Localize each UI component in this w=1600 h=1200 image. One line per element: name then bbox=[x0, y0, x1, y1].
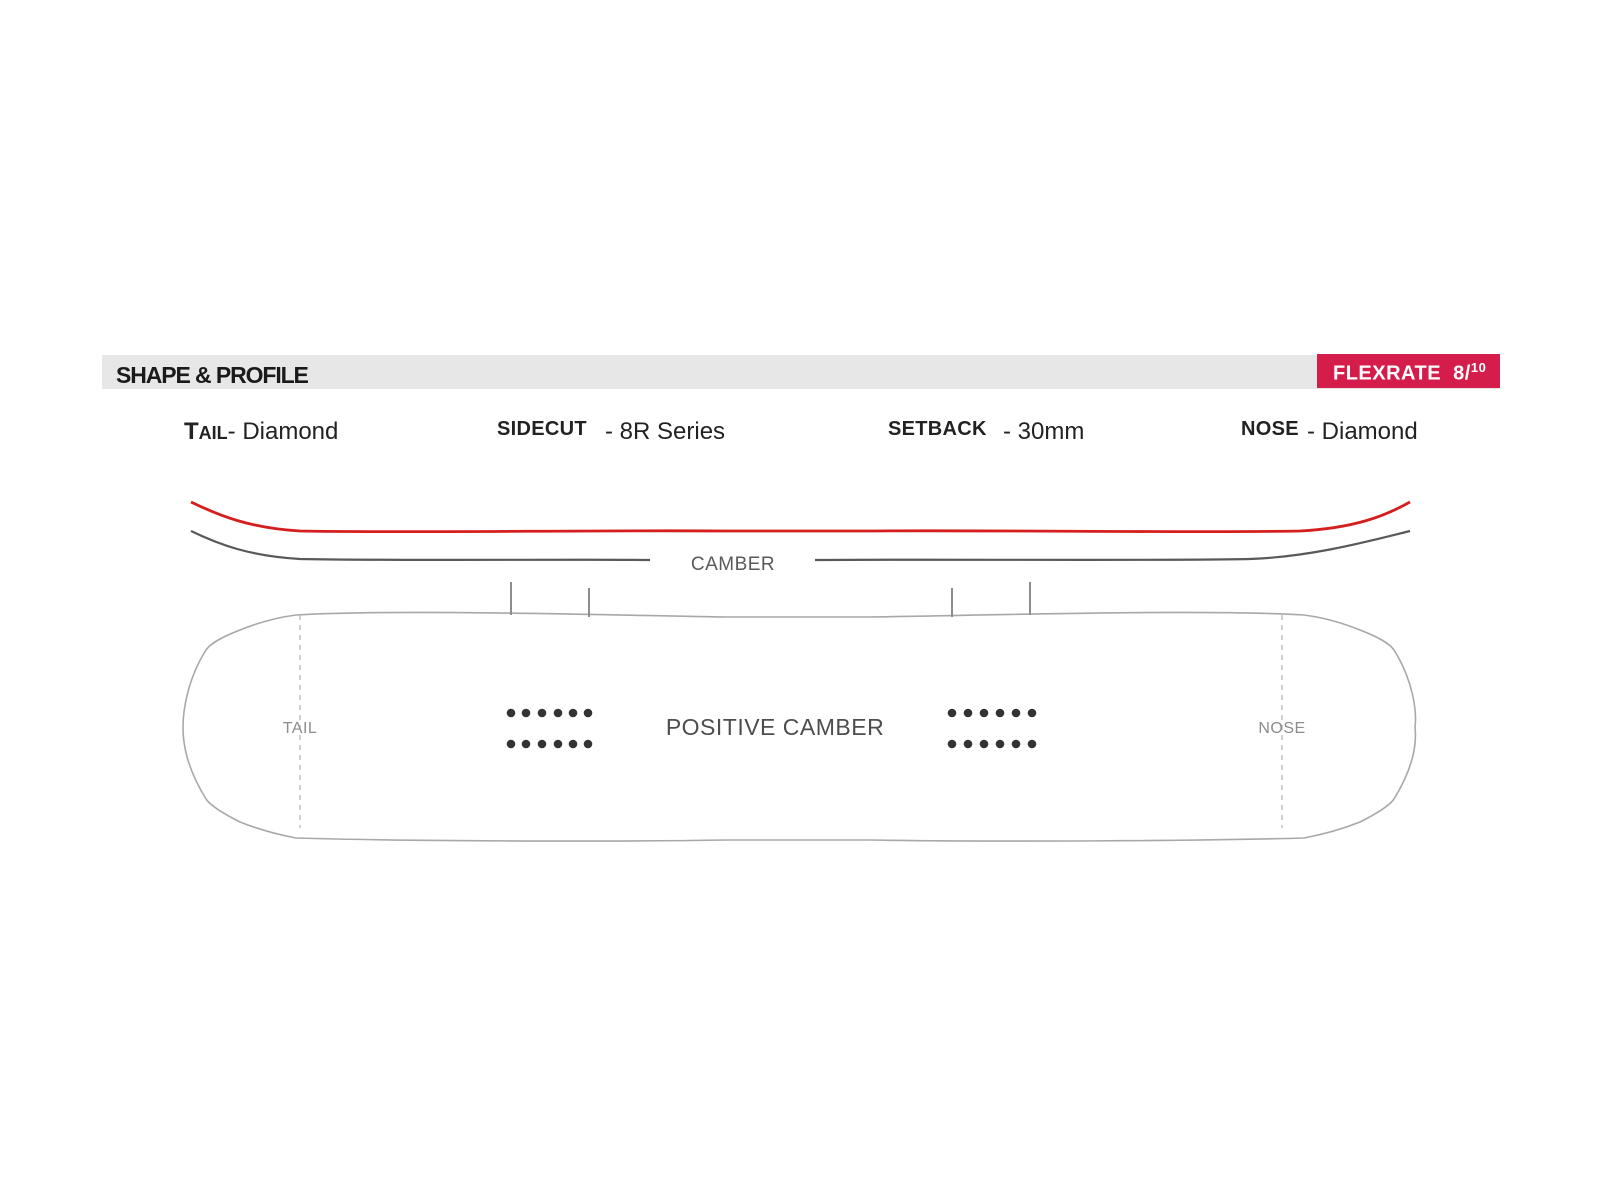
svg-text:TAIL: TAIL bbox=[283, 720, 318, 737]
svg-text:POSITIVE CAMBER: POSITIVE CAMBER bbox=[666, 714, 884, 740]
svg-text:NOSE: NOSE bbox=[1258, 720, 1305, 737]
